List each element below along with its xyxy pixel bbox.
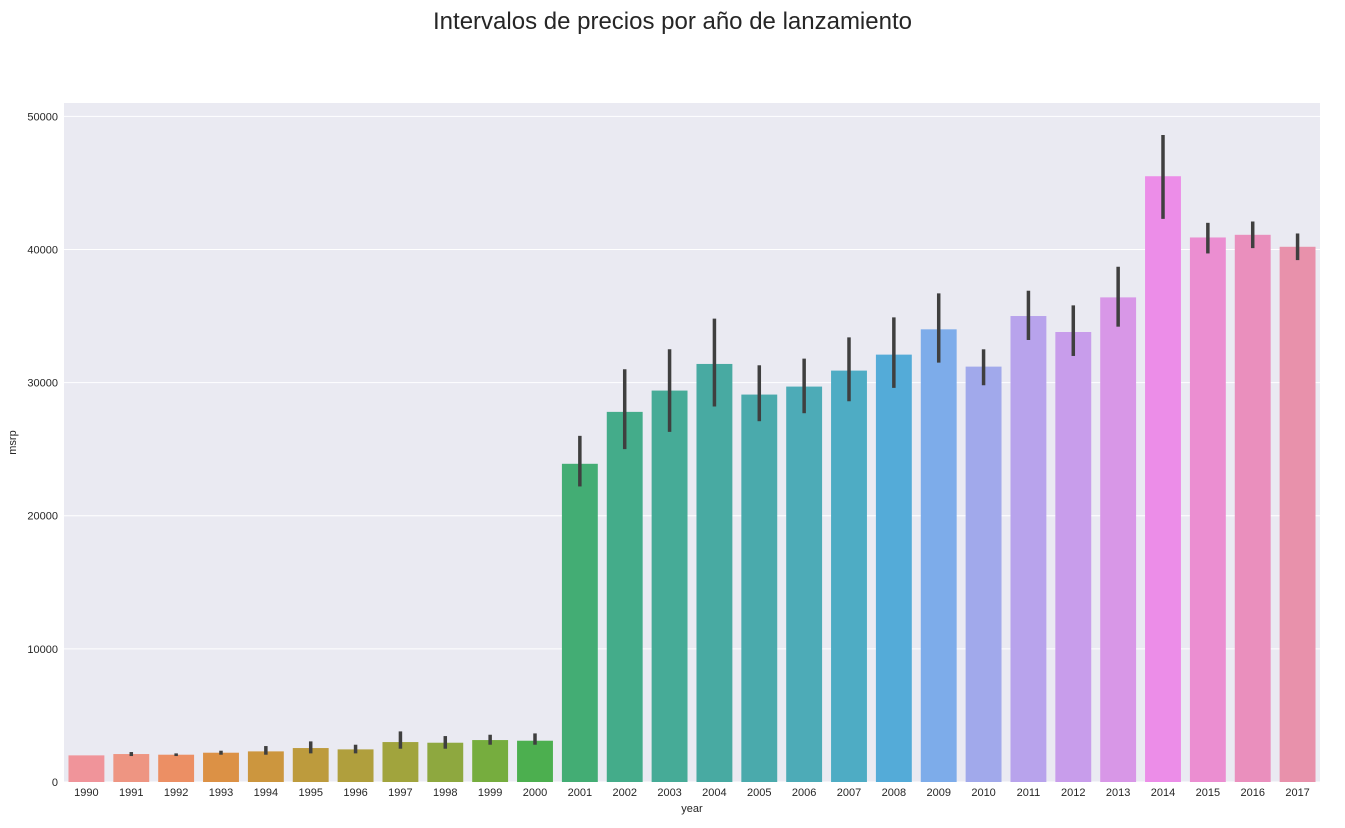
x-tick-label: 2010 [971, 787, 995, 799]
x-tick-label: 1997 [388, 787, 412, 799]
bar-2005 [741, 394, 778, 782]
y-tick-label: 50000 [27, 111, 58, 123]
x-tick-label: 1992 [164, 787, 188, 799]
x-tick-label: 2006 [792, 787, 816, 799]
x-tick-labels: 1990 1991 1992 1993 1994 1995 1996 1997 1998 1999… [74, 787, 1310, 799]
bar-2017 [1279, 246, 1316, 783]
bar-2003 [651, 390, 688, 782]
x-tick-label: 1993 [209, 787, 233, 799]
x-tick-label: 1996 [343, 787, 367, 799]
x-tick-label: 2017 [1285, 787, 1309, 799]
x-tick-label: 2013 [1106, 787, 1130, 799]
x-tick-label: 1995 [298, 787, 322, 799]
x-tick-label: 2011 [1017, 787, 1041, 799]
bar-1992 [158, 754, 195, 782]
bar-2007 [831, 370, 867, 782]
bar-2015 [1189, 237, 1226, 782]
bar-2016 [1234, 234, 1271, 782]
x-tick-label: 2001 [568, 787, 592, 799]
x-tick-label: 2009 [926, 787, 950, 799]
bar-2006 [786, 386, 823, 782]
x-tick-label: 1990 [74, 787, 98, 799]
y-tick-label: 30000 [27, 378, 58, 390]
x-tick-label: 2015 [1196, 787, 1220, 799]
bar-2004 [696, 363, 733, 782]
bar-1994 [247, 751, 284, 782]
x-tick-label: 2016 [1240, 787, 1264, 799]
y-tick-label: 20000 [27, 511, 58, 523]
y-tick-labels: 0 10000 20000 30000 40000 50000 [27, 111, 58, 789]
bar-1996 [337, 749, 374, 782]
bar-1993 [203, 752, 239, 782]
bar-1999 [472, 740, 509, 782]
x-tick-label: 1991 [119, 787, 143, 799]
x-tick-label: 2012 [1061, 787, 1085, 799]
bar-2012 [1055, 331, 1092, 782]
y-tick-label: 10000 [27, 644, 58, 656]
x-tick-label: 1998 [433, 787, 457, 799]
x-tick-label: 2008 [882, 787, 906, 799]
x-tick-label: 2004 [702, 787, 726, 799]
bar-2001 [561, 463, 598, 782]
bars [68, 176, 1316, 783]
x-tick-label: 2005 [747, 787, 771, 799]
chart-title: Intervalos de precios por año de lanzami… [433, 8, 912, 35]
bar-2011 [1010, 316, 1047, 782]
x-tick-label: 2000 [523, 787, 547, 799]
bar-2010 [965, 366, 1002, 782]
error-bars [129, 134, 1300, 757]
bar-2013 [1100, 297, 1137, 782]
y-axis-label: msrp [7, 430, 19, 454]
x-tick-label: 2014 [1151, 787, 1175, 799]
x-tick-label: 2002 [612, 787, 636, 799]
bar-2008 [875, 354, 912, 782]
bar-1990 [68, 755, 105, 782]
x-tick-label: 1994 [254, 787, 278, 799]
x-tick-label: 2003 [657, 787, 681, 799]
x-tick-label: 2007 [837, 787, 861, 799]
bar-1995 [292, 748, 329, 782]
bar-2000 [517, 740, 553, 782]
bar-1998 [427, 742, 464, 782]
x-tick-label: 1999 [478, 787, 502, 799]
bar-2002 [606, 411, 643, 782]
bar-2014 [1145, 176, 1181, 783]
y-tick-label: 40000 [27, 244, 58, 256]
bar-2009 [920, 329, 957, 782]
y-tick-label: 0 [52, 777, 58, 789]
bar-1991 [113, 754, 150, 782]
x-axis-label: year [681, 803, 703, 815]
